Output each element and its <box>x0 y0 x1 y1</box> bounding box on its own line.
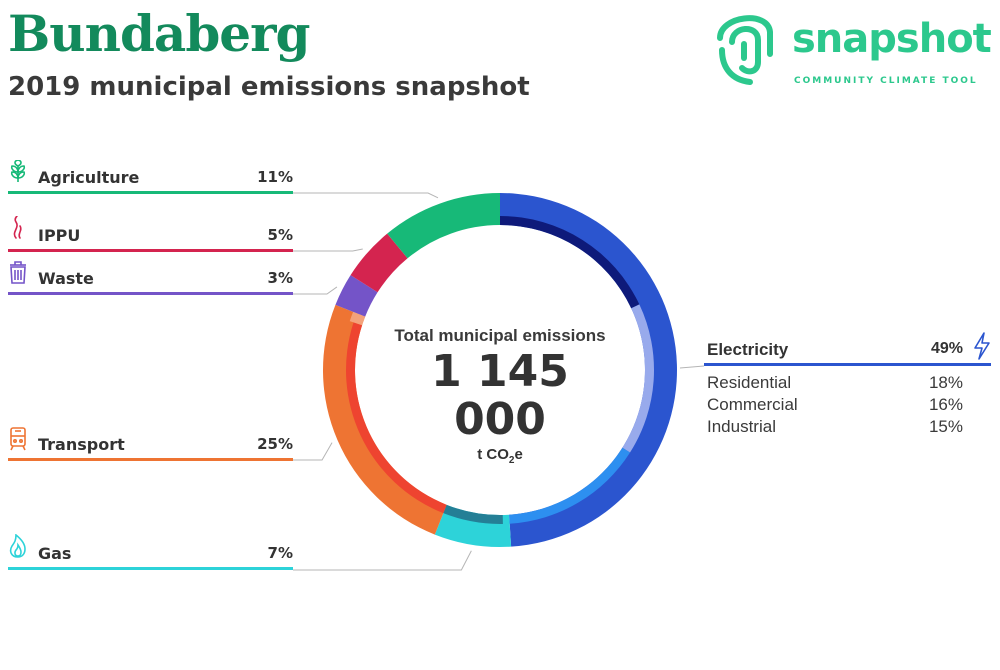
sector-label: Waste <box>38 269 94 288</box>
fingerprint-logo-icon <box>717 15 773 85</box>
leader-line-ippu <box>293 248 363 252</box>
logo-wordmark: snapshot <box>792 16 992 62</box>
page-title: Bundaberg <box>8 4 310 63</box>
lightning-icon <box>974 332 990 360</box>
sub-percent: 18% <box>928 373 963 392</box>
leader-line-gas <box>293 550 472 571</box>
wheat-icon <box>10 160 26 182</box>
subslice-residential <box>500 216 640 309</box>
train-icon <box>10 427 26 451</box>
sector-rule <box>8 458 293 461</box>
flame-icon <box>9 534 26 558</box>
sector-percent: 7% <box>267 544 293 562</box>
leader-line-waste <box>293 286 338 295</box>
logo-tagline: COMMUNITY CLIMATE TOOL <box>794 76 978 86</box>
sector-percent: 3% <box>267 269 293 287</box>
total-unit: t CO2e <box>477 446 523 466</box>
leader-line-agriculture <box>293 192 439 199</box>
subslice-industrial <box>509 447 631 524</box>
inner-band-transport <box>345 322 447 514</box>
slice-ippu <box>350 233 408 293</box>
sub-percent: 16% <box>928 395 963 414</box>
sector-rule <box>8 249 293 252</box>
smoke-icon <box>13 216 22 239</box>
inner-band-gas <box>443 504 503 525</box>
page-subtitle: 2019 municipal emissions snapshot <box>8 72 530 102</box>
sub-percent: 15% <box>928 417 963 436</box>
electricity-sub-industrial: Industrial 15% <box>707 417 963 437</box>
sector-rule <box>8 567 293 570</box>
sector-percent: 25% <box>257 435 293 453</box>
sub-label: Industrial <box>707 417 776 436</box>
sub-label: Residential <box>707 373 792 392</box>
electricity-rule <box>704 363 991 366</box>
sector-label: Agriculture <box>38 168 140 187</box>
sector-percent: 11% <box>257 168 293 186</box>
sub-label: Commercial <box>707 395 798 414</box>
electricity-label: Electricity <box>707 340 789 359</box>
leader-line-electricity <box>679 365 705 369</box>
slice-agriculture <box>387 193 500 259</box>
snapshot-logo: snapshot COMMUNITY CLIMATE TOOL <box>712 2 1000 90</box>
bin-icon <box>10 261 26 284</box>
inner-band-transport-tip <box>349 311 366 326</box>
slice-electricity <box>500 193 678 547</box>
slice-waste <box>335 275 378 317</box>
sector-rule <box>8 191 293 194</box>
electricity-percent: 49% <box>930 340 963 357</box>
sector-label: Transport <box>38 435 125 454</box>
total-value: 1 145 000 <box>431 346 569 445</box>
sector-label: IPPU <box>38 226 81 245</box>
total-label: Total municipal emissions <box>394 326 606 345</box>
sector-percent: 5% <box>267 226 293 244</box>
sector-rule <box>8 292 293 295</box>
total-summary: Total municipal emissions 1 145 000 t CO… <box>380 326 620 466</box>
leader-line-transport <box>293 442 333 461</box>
subslice-commercial <box>622 304 654 453</box>
electricity-sub-commercial: Commercial 16% <box>707 395 963 415</box>
electricity-sub-residential: Residential 18% <box>707 373 963 393</box>
sector-label: Gas <box>38 544 72 563</box>
